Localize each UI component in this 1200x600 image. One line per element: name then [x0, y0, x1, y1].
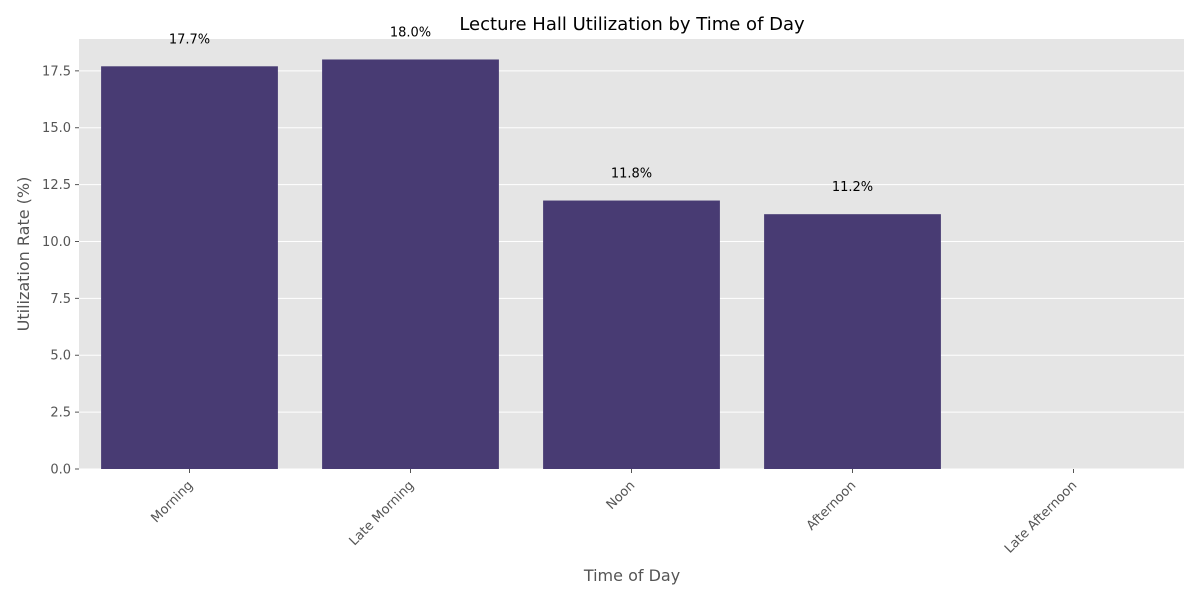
y-tick-label: 5.0 — [50, 349, 71, 364]
y-tick-label: 7.5 — [50, 292, 71, 307]
bar — [101, 66, 278, 470]
y-axis-label: Utilization Rate (%) — [14, 177, 33, 332]
bar — [764, 214, 941, 469]
y-tick-label: 12.5 — [42, 178, 71, 193]
x-tick-label: Late Afternoon — [1002, 478, 1080, 556]
y-tick-label: 10.0 — [42, 235, 71, 250]
data-label: 11.8% — [611, 167, 652, 182]
x-axis-label: Time of Day — [583, 566, 680, 585]
data-label: 11.2% — [832, 180, 873, 195]
bars — [101, 59, 941, 470]
data-labels: 17.7% 18.0% 11.8% 11.2% — [169, 25, 873, 195]
bar — [322, 59, 499, 469]
chart-title: Lecture Hall Utilization by Time of Day — [459, 14, 805, 35]
x-tick-label: Afternoon — [804, 478, 859, 533]
y-tick-label: 0.0 — [50, 463, 71, 478]
data-label: 18.0% — [390, 25, 431, 40]
data-label: 17.7% — [169, 32, 210, 47]
x-tick-label: Morning — [148, 478, 196, 526]
y-tick-label: 15.0 — [42, 121, 71, 136]
y-tick-label: 17.5 — [42, 64, 71, 79]
x-tick-label: Noon — [604, 478, 639, 513]
x-axis-ticks: Morning Late Morning Noon Afternoon Late Aft… — [148, 469, 1080, 557]
y-axis-ticks: 0.0 2.5 5.0 7.5 10.0 12.5 15.0 17.5 — [42, 64, 79, 478]
bar — [543, 200, 720, 469]
x-tick-label: Late Morning — [347, 478, 418, 549]
y-tick-label: 2.5 — [50, 406, 71, 421]
